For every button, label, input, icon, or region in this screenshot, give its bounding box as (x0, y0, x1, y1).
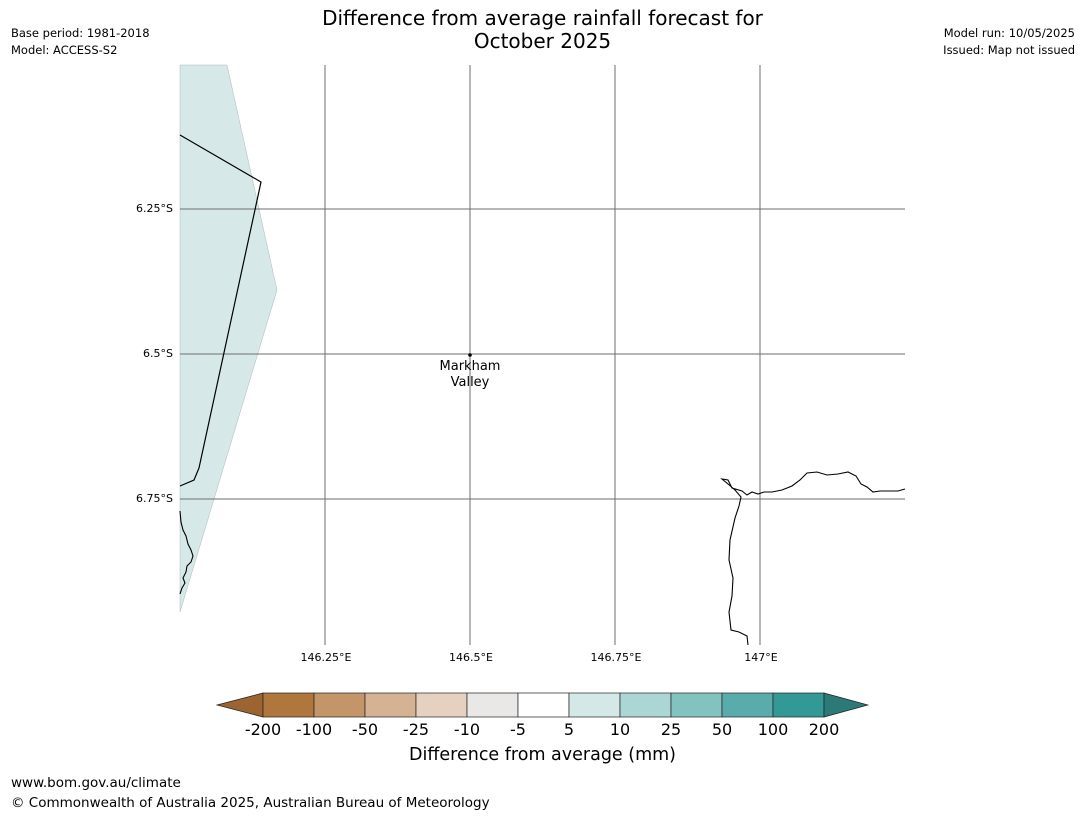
colorbar-tick-label: -5 (510, 720, 526, 739)
lat-label: 6.25°S (136, 202, 173, 215)
issued-text: Issued: Map not issued (943, 43, 1075, 57)
model-text: Model: ACCESS-S2 (11, 43, 118, 57)
footer-copyright: © Commonwealth of Australia 2025, Austra… (11, 795, 490, 811)
colorbar-tick-label: 25 (660, 720, 682, 739)
colorbar-tick-label: -50 (351, 720, 379, 739)
colorbar-tick-label: -200 (244, 720, 282, 739)
place-label-line2: Valley (450, 375, 490, 390)
colorbar-segment (517, 692, 570, 718)
place-marker (468, 353, 472, 357)
colorbar-segment (670, 692, 723, 718)
colorbar-segment (772, 692, 825, 718)
colorbar-tick-label: -25 (402, 720, 430, 739)
colorbar-tick-label: -10 (453, 720, 481, 739)
map-title: Difference from average rainfall forecas… (0, 7, 1085, 53)
lon-label: 146.75°E (590, 651, 642, 664)
colorbar-tick-label: -100 (295, 720, 333, 739)
place-label: Markham Valley (420, 359, 520, 391)
lat-label: 6.5°S (143, 347, 173, 360)
colorbar-segment (313, 692, 366, 718)
place-label-line1: Markham (439, 359, 501, 374)
colorbar-tick-label: 5 (563, 720, 575, 739)
colorbar-segment (568, 692, 621, 718)
map-title-line2: October 2025 (473, 29, 612, 53)
lon-label: 147°E (744, 651, 778, 664)
forecast-region (179, 64, 278, 613)
footer-url: www.bom.gov.au/climate (11, 775, 181, 791)
gridlines (180, 65, 905, 645)
colorbar-tick-label: 100 (757, 720, 789, 739)
lat-label: 6.75°S (136, 492, 173, 505)
colorbar-segment (721, 692, 774, 718)
colorbar (215, 692, 870, 718)
base-period-text: Base period: 1981-2018 (11, 26, 150, 40)
colorbar-extend-high (823, 692, 870, 718)
lon-label: 146.25°E (300, 651, 352, 664)
colorbar-extend-low (215, 692, 264, 718)
map-title-line1: Difference from average rainfall forecas… (322, 6, 763, 30)
colorbar-tick-label: 50 (711, 720, 733, 739)
model-run-text: Model run: 10/05/2025 (943, 26, 1075, 40)
colorbar-tick-label: 10 (609, 720, 631, 739)
colorbar-segment (415, 692, 468, 718)
colorbar-segment (262, 692, 315, 718)
lon-label: 146.5°E (449, 651, 493, 664)
colorbar-segment (619, 692, 672, 718)
region-boundary (179, 134, 262, 487)
colorbar-title: Difference from average (mm) (408, 745, 677, 765)
coastline-west (179, 510, 194, 595)
coastline-east (720, 471, 906, 646)
colorbar-segment (364, 692, 417, 718)
colorbar-tick-label: 200 (808, 720, 840, 739)
colorbar-segment (466, 692, 519, 718)
